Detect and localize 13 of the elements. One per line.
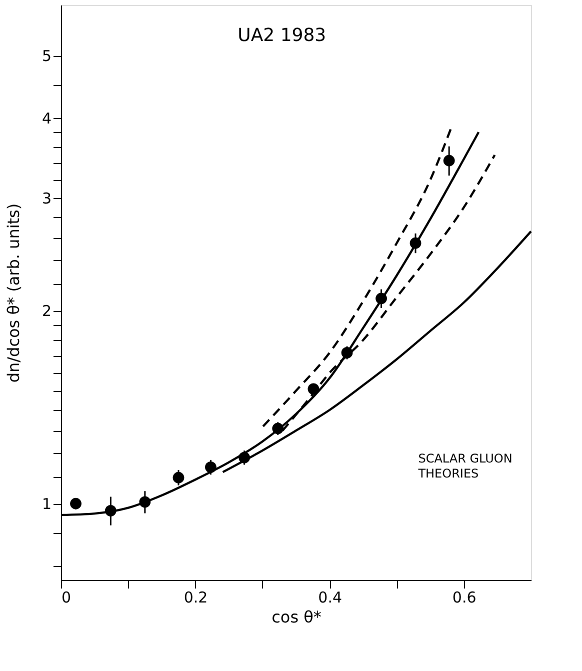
y-tick-label: 2 <box>42 302 52 320</box>
x-tick-label: 0 <box>62 588 72 606</box>
x-tick-label: 0.2 <box>184 588 208 606</box>
x-tick-label: 0.6 <box>452 588 476 606</box>
y-tick-label: 3 <box>42 189 52 208</box>
annotation: UA2 1983 <box>238 25 326 46</box>
x-axis-title: cos θ* <box>272 608 322 626</box>
x-tick-label: 0.4 <box>318 588 342 606</box>
y-tick-label: 1 <box>42 495 52 514</box>
y-axis-title: dn/dcos θ* (arb. units) <box>4 203 23 383</box>
y-tick-label: 4 <box>42 109 52 128</box>
text: SCALAR GLUON THEORIES <box>417 452 512 480</box>
y-tick-label: 5 <box>42 47 52 66</box>
